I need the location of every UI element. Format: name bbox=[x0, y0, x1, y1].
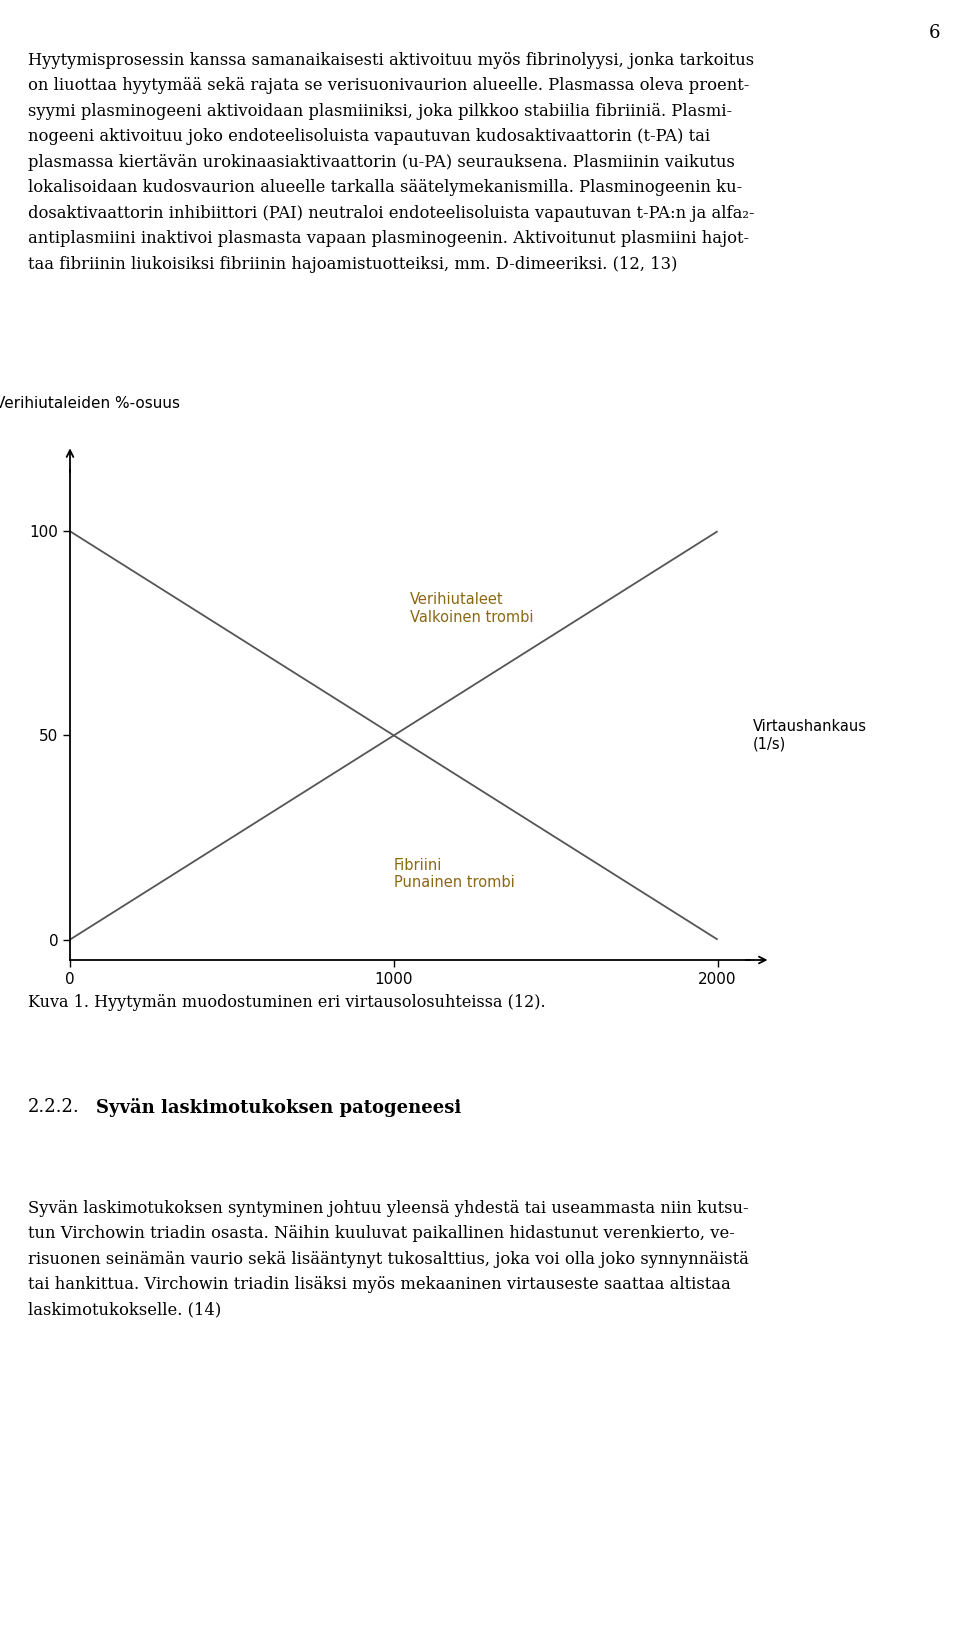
Text: Hyytymisprosessin kanssa samanaikaisesti aktivoituu myös fibrinolyysi, jonka tar: Hyytymisprosessin kanssa samanaikaisesti… bbox=[28, 53, 755, 273]
Text: Syvän laskimotukoksen syntyminen johtuu yleensä yhdestä tai useammasta niin kuts: Syvän laskimotukoksen syntyminen johtuu … bbox=[28, 1199, 749, 1319]
Text: 6: 6 bbox=[928, 25, 940, 43]
Text: Verihiutaleiden %-osuus: Verihiutaleiden %-osuus bbox=[0, 396, 180, 411]
Text: Fibriini
Punainen trombi: Fibriini Punainen trombi bbox=[394, 858, 515, 891]
Text: 2.2.2.: 2.2.2. bbox=[28, 1099, 80, 1117]
Text: Syvän laskimotukoksen patogeneesi: Syvän laskimotukoksen patogeneesi bbox=[96, 1098, 462, 1117]
Text: Verihiutaleet
Valkoinen trombi: Verihiutaleet Valkoinen trombi bbox=[410, 593, 534, 624]
Text: Virtaushankaus
(1/s): Virtaushankaus (1/s) bbox=[754, 720, 867, 751]
Text: Kuva 1. Hyytymän muodostuminen eri virtausolosuhteissa (12).: Kuva 1. Hyytymän muodostuminen eri virta… bbox=[28, 994, 545, 1010]
